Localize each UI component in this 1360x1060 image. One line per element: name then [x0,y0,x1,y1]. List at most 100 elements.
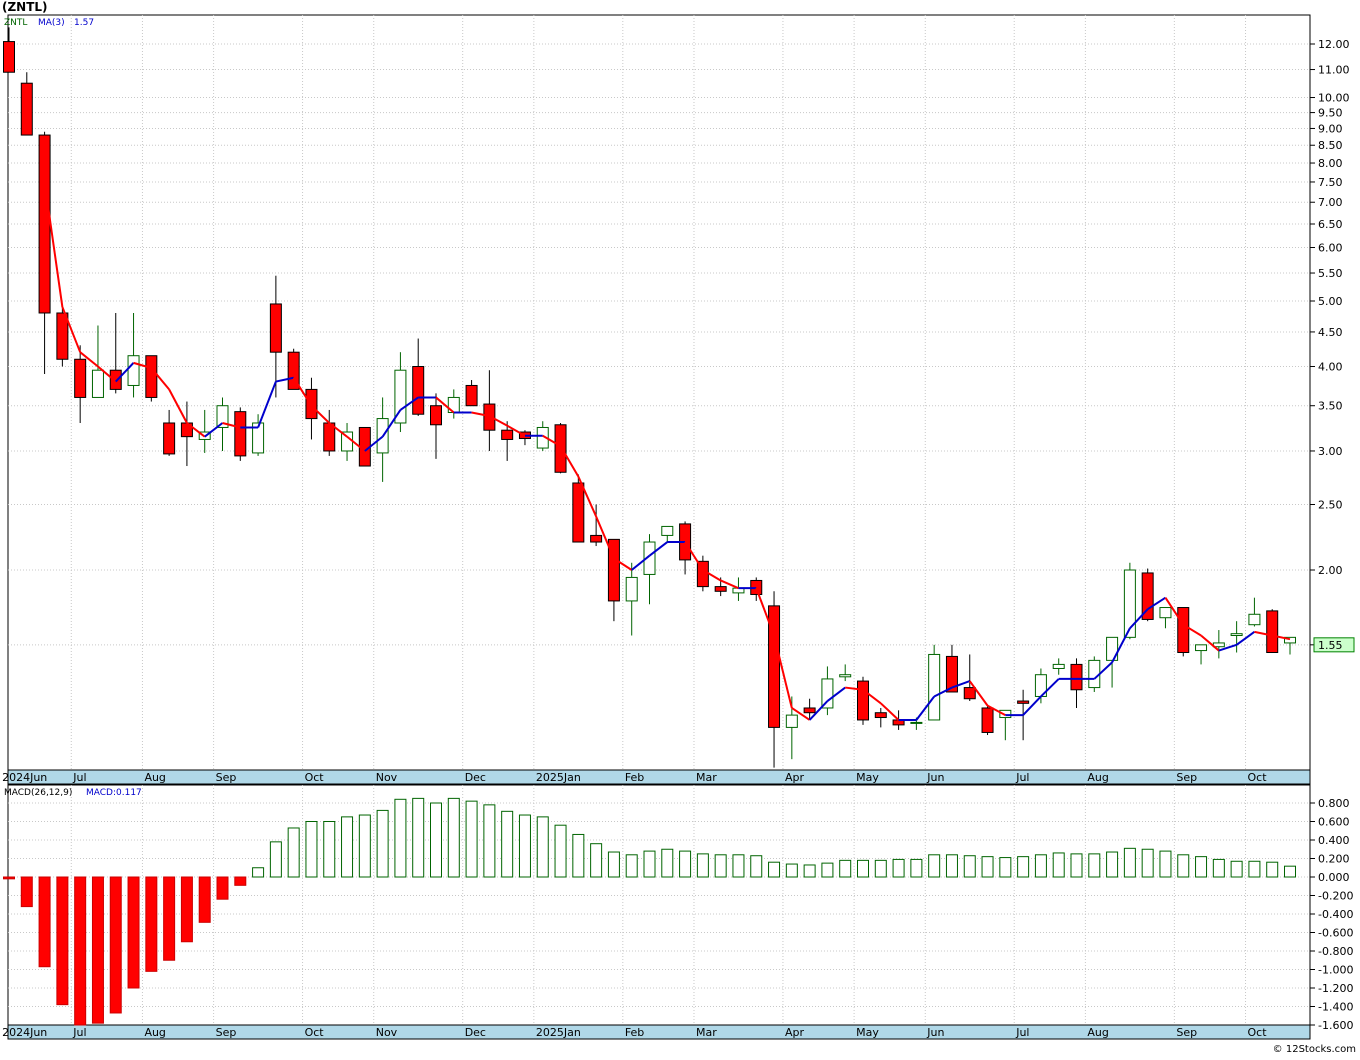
macd-bar [447,797,460,878]
macd-bar [1034,854,1047,878]
macd-bar [252,867,265,878]
candle-body [1248,613,1261,626]
macd-bar [1284,865,1296,878]
macd-x-label: Feb [625,1026,644,1039]
ma-segment [1236,631,1256,646]
macd-bar [590,843,603,878]
ma-segment [186,422,206,438]
candle-body [1070,663,1083,691]
ma-segment [346,435,366,452]
price-x-label: Sep [216,771,237,784]
macd-bar [287,827,300,878]
ma-segment [880,702,900,721]
macd-x-label: Sep [1176,1026,1197,1039]
macd-bar [269,841,282,878]
ma-segment [773,635,793,709]
macd-bar [1159,850,1172,878]
ma-segment [791,707,811,721]
candle-body [216,405,229,428]
macd-bar [412,797,425,878]
macd-bar [483,804,496,878]
macd-tick-label: -1.400 [1318,1001,1353,1014]
ma-segment [968,680,989,707]
candle-body [554,424,567,473]
ma-segment [43,181,64,308]
ma-segment [559,445,580,478]
price-tick-label: 8.00 [1318,157,1343,170]
macd-tick-label: 0.000 [1318,871,1350,884]
price-x-label: Dec [465,771,486,784]
macd-x-label: Mar [696,1026,717,1039]
candle-body [109,369,122,390]
candle-body [412,366,425,415]
macd-x-label: Jun [926,1026,944,1039]
macd-bar [323,821,336,878]
ma-segment [845,686,864,691]
ma-segment [471,411,490,417]
price-x-label: Nov [376,771,398,784]
macd-bar [56,876,69,1006]
candle-body [607,538,620,602]
macd-bar [376,809,389,878]
candle-body [1141,572,1154,620]
ma-segment [1164,597,1185,626]
price-tick-label: 9.50 [1318,107,1343,120]
price-tick-label: 7.00 [1318,196,1343,209]
candle-body [821,678,834,709]
ma-segment [808,700,829,721]
macd-bar [145,876,158,972]
macd-tick-label: -0.600 [1318,927,1353,940]
macd-x-label: Aug [1087,1026,1108,1039]
macd-bar [1248,860,1261,878]
ma-segment [987,704,1006,716]
ma-segment [595,516,615,559]
ma-segment [435,396,455,414]
ma-segment [133,361,152,369]
price-tick-label: 2.50 [1318,498,1343,511]
macd-bar [643,850,656,878]
macd-x-label: 2024Jun [2,1026,47,1039]
ma-segment [1182,623,1202,637]
macd-bar [554,824,567,878]
macd-x-label: Aug [144,1026,165,1039]
macd-legend-value: MACD:0.117 [86,788,142,798]
candle-body [1195,644,1208,652]
candle-body [857,680,869,721]
ma-segment [542,434,562,447]
macd-bar [1195,856,1208,878]
macd-bar [768,861,781,878]
ma-segment [257,381,277,428]
macd-bar [945,854,958,878]
macd-bar [928,854,941,878]
macd-bar [732,854,745,878]
candle-body [38,134,51,314]
ma-segment [613,557,633,571]
price-tick-label: 10.00 [1318,92,1350,105]
macd-bar [1106,851,1119,878]
macd-tick-label: -0.800 [1318,945,1353,958]
last-price-label: 1.55 [1318,639,1343,652]
macd-bar [625,854,638,878]
macd-bar [198,876,211,923]
macd-bar [1123,847,1136,878]
ma-segment [1147,596,1167,611]
macd-x-label: Oct [305,1026,325,1039]
ma-segment [399,396,419,411]
ma-segment [328,422,348,438]
ma-segment [755,587,775,636]
candle-body [928,653,941,721]
price-tick-label: 3.00 [1318,445,1343,458]
ma-segment [1272,634,1291,641]
ma-segment [933,686,953,698]
ma-segment [720,579,739,590]
price-tick-label: 6.00 [1318,241,1343,254]
ma-segment [915,695,935,721]
ma-segment [577,476,598,517]
macd-bar [358,814,371,878]
macd-tick-label: 0.400 [1318,834,1350,847]
macd-bar [109,876,122,1014]
ma-segment [310,404,330,424]
macd-bar [1177,854,1190,878]
macd-bar [857,859,869,878]
